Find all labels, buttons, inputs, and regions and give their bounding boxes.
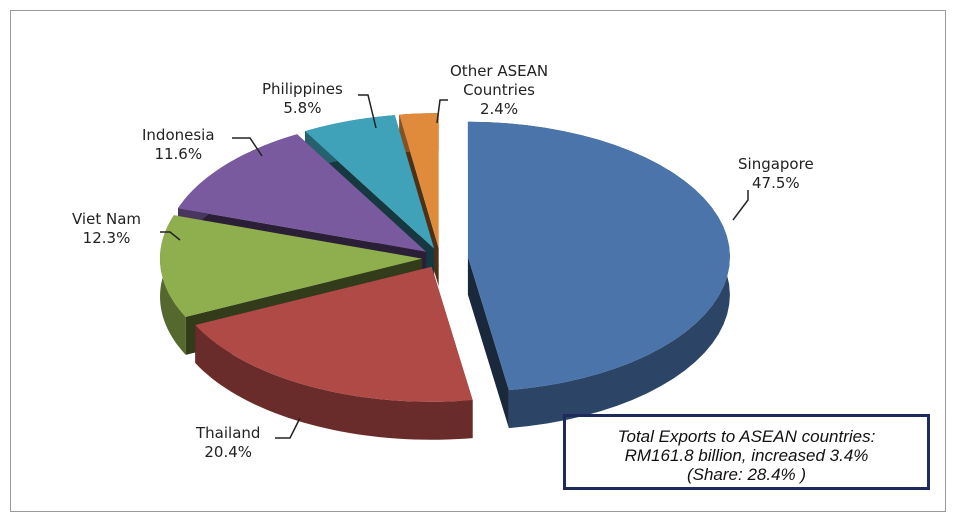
pie-slice-singapore (467, 121, 730, 429)
label-name-2: Countries (463, 81, 536, 99)
annotation-line: RM161.8 billion, increased 3.4% (624, 446, 869, 465)
label-thailand: Thailand 20.4% (196, 424, 260, 462)
leader-singapore (732, 190, 749, 221)
label-value: 20.4% (204, 443, 253, 461)
slice-top (160, 215, 423, 317)
slice-side (195, 325, 473, 440)
label-value: 2.4% (480, 100, 519, 118)
slice-top (399, 113, 439, 249)
label-indonesia: Indonesia 11.6% (142, 126, 215, 164)
leader-thailand (275, 417, 301, 439)
label-other: Other ASEAN Countries 2.4% (450, 62, 548, 119)
annotation-line: (Share: 28.4% ) (686, 465, 807, 484)
label-name: Philippines (262, 80, 343, 98)
slice-wall (467, 256, 509, 429)
leader-indonesia (232, 137, 263, 157)
annotation-box: Total Exports to ASEAN countries: RM161.… (563, 414, 930, 490)
slice-top (305, 115, 435, 249)
label-philippines: Philippines 5.8% (262, 80, 343, 118)
annotation-line: Total Exports to ASEAN countries: (617, 427, 876, 446)
label-value: 11.6% (154, 145, 203, 163)
label-value: 47.5% (752, 174, 800, 192)
label-value: 12.3% (82, 229, 131, 247)
slice-top (467, 121, 730, 391)
label-name: Other ASEAN (450, 62, 549, 80)
label-name: Thailand (196, 424, 261, 442)
leader-other (436, 99, 448, 124)
pie-slice-thailand (195, 266, 473, 440)
leader-vietnam (160, 231, 181, 241)
label-name: Viet Nam (72, 210, 142, 228)
label-vietnam: Viet Nam 12.3% (72, 210, 141, 248)
slice-top (177, 134, 427, 252)
slice-top (195, 266, 473, 402)
label-value: 5.8% (283, 99, 322, 117)
label-singapore: Singapore 47.5% (738, 155, 814, 193)
label-name: Singapore (738, 155, 814, 173)
label-name: Indonesia (142, 126, 215, 144)
leader-philippines (358, 94, 377, 129)
